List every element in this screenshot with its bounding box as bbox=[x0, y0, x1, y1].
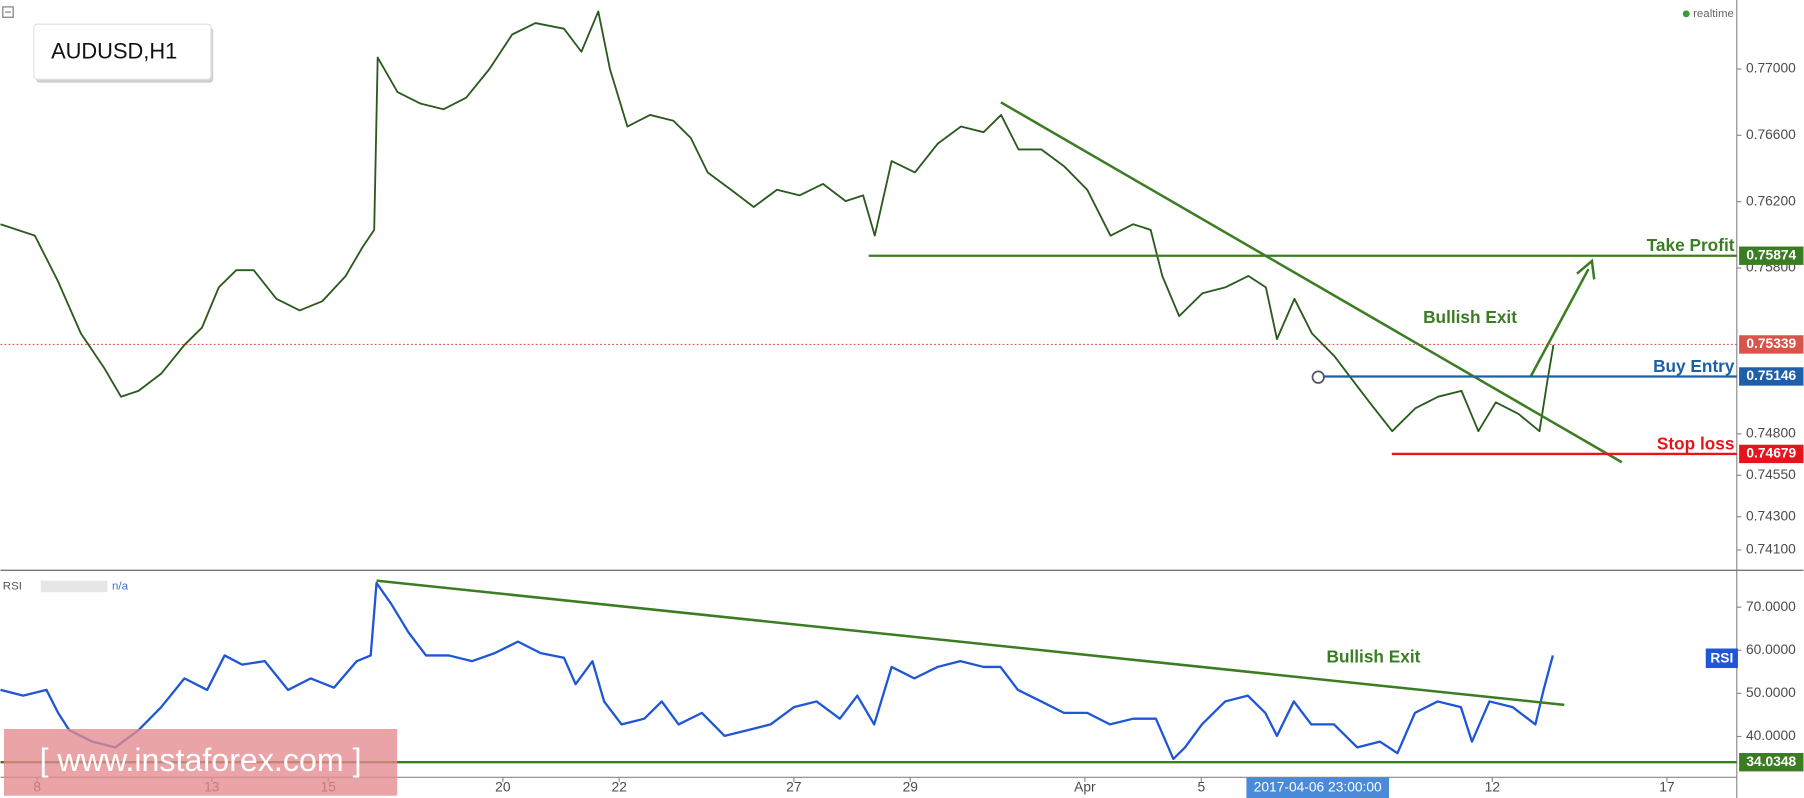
level-value: 0.75874 bbox=[1746, 247, 1796, 262]
indicator-badge-label: RSI bbox=[1710, 651, 1733, 666]
x-tick-label: Apr bbox=[1074, 779, 1096, 794]
entry-marker bbox=[1311, 370, 1325, 384]
level-badge bbox=[1739, 753, 1804, 772]
title-box bbox=[33, 23, 212, 80]
status-dot bbox=[1682, 10, 1690, 18]
level-badge bbox=[1739, 367, 1804, 386]
y-tick-label: 50.0000 bbox=[1746, 685, 1796, 700]
x-tick-label: 29 bbox=[903, 779, 919, 794]
watermark-box bbox=[3, 729, 398, 796]
y-tick-label: 0.74550 bbox=[1746, 467, 1796, 482]
level-value: 0.75146 bbox=[1746, 368, 1796, 383]
x-tick-label: 27 bbox=[786, 779, 801, 794]
indicator-badge bbox=[1705, 648, 1738, 669]
annotation: Bullish Exit bbox=[1327, 646, 1421, 666]
indicator-name: RSI bbox=[3, 580, 22, 592]
rsi-trend-line bbox=[376, 579, 1565, 707]
collapse-icon[interactable] bbox=[2, 6, 14, 18]
y-tick-label: 0.76600 bbox=[1746, 127, 1796, 142]
y-tick-label: 0.77000 bbox=[1746, 61, 1796, 76]
last-price-label: 0.75339 bbox=[1746, 336, 1796, 351]
price-line bbox=[0, 10, 1555, 433]
x-tick-label: 20 bbox=[495, 779, 511, 794]
y-tick-label: 70.0000 bbox=[1746, 599, 1796, 614]
level-name: Stop loss bbox=[1657, 433, 1735, 453]
x-tick-label: 5 bbox=[1197, 779, 1205, 794]
y-tick-label: 60.0000 bbox=[1746, 642, 1796, 657]
annotation: Bullish Exit bbox=[1423, 307, 1517, 327]
indicator-controls[interactable] bbox=[40, 580, 108, 593]
y-tick-label: 0.76200 bbox=[1746, 193, 1796, 208]
price-line bbox=[0, 581, 1554, 761]
arrow-shaft bbox=[1529, 268, 1590, 377]
x-tick-label: 17 bbox=[1659, 779, 1674, 794]
level-name: Buy Entry bbox=[1653, 356, 1735, 376]
level-badge bbox=[1739, 246, 1804, 265]
level-value: 0.74679 bbox=[1746, 446, 1796, 461]
arrow-head bbox=[1576, 258, 1596, 280]
x-tick-label: 22 bbox=[612, 779, 627, 794]
trend-line bbox=[1000, 101, 1623, 464]
chart-title: AUDUSD,H1 bbox=[51, 39, 177, 64]
level-value: 34.0348 bbox=[1746, 754, 1796, 769]
series-layer bbox=[0, 10, 1737, 761]
y-tick-label: 40.0000 bbox=[1746, 728, 1796, 743]
last-price-badge bbox=[1739, 335, 1804, 354]
indicator-status: n/a bbox=[112, 580, 129, 592]
y-tick-label: 0.74300 bbox=[1746, 508, 1796, 523]
status: realtime bbox=[1693, 8, 1734, 20]
y-tick-label: 0.74100 bbox=[1746, 542, 1796, 557]
crosshair-badge bbox=[1246, 777, 1390, 798]
level-badge bbox=[1739, 444, 1804, 464]
x-tick-label: 12 bbox=[1485, 779, 1500, 794]
level-name: Take Profit bbox=[1647, 235, 1735, 255]
y-tick-label: 0.74800 bbox=[1746, 425, 1796, 440]
crosshair-label: 2017-04-06 23:00:00 bbox=[1254, 779, 1382, 794]
watermark: [ www.instaforex.com ] bbox=[40, 742, 362, 778]
